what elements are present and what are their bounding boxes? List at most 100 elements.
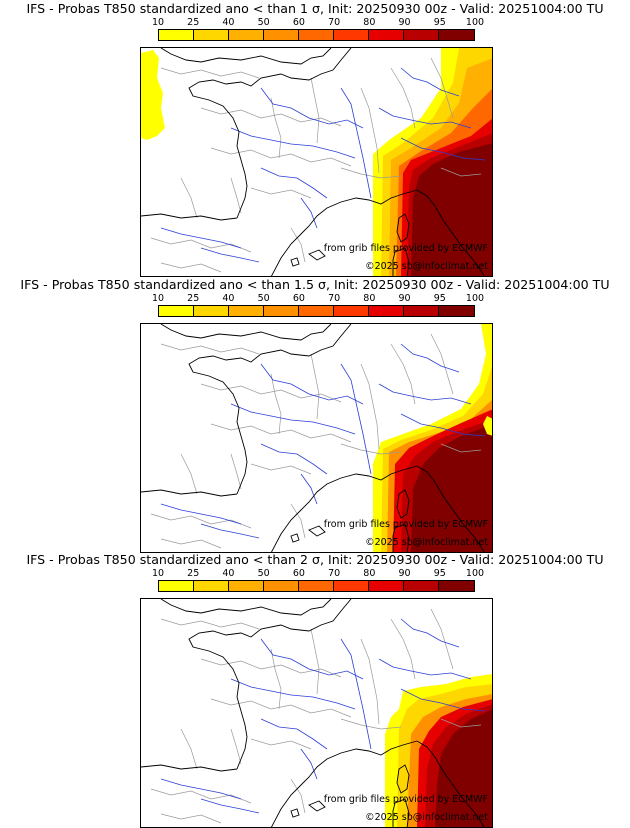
admin-border [160, 538, 222, 549]
copyright-credit: ©2025 sb@infoclimat.net [365, 812, 488, 823]
admin-border [160, 618, 260, 630]
river [230, 127, 356, 159]
probability-zone [435, 709, 492, 827]
colorbar-swatch [264, 30, 299, 40]
colorbar-swatch [264, 306, 299, 316]
admin-border [230, 177, 242, 214]
coastline [188, 324, 352, 495]
admin-border [200, 658, 342, 678]
admin-border [430, 333, 454, 395]
coastline [271, 740, 418, 827]
admin-border [160, 67, 260, 79]
probability-zones [373, 324, 492, 552]
coastline [308, 249, 326, 261]
admin-border [180, 728, 198, 770]
admin-borders [150, 608, 482, 824]
coastline [392, 247, 410, 276]
admin-border [310, 77, 320, 144]
rivers [160, 618, 486, 814]
colorbar [158, 29, 475, 41]
probability-map: from grib files provided by ECMWF ©2025 … [140, 47, 493, 277]
colorbar-swatch [229, 581, 264, 591]
coastline [396, 764, 410, 794]
colorbar-swatch [334, 581, 369, 591]
colorbar-tick-label: 10 [151, 17, 165, 28]
colorbar-swatch [369, 306, 404, 316]
source-credit: from grib files provided by ECMWF [323, 519, 488, 530]
coastline [290, 808, 300, 818]
river [160, 503, 242, 525]
admin-border [160, 343, 260, 355]
river [200, 798, 260, 814]
rivers [160, 343, 486, 539]
river [300, 748, 318, 780]
colorbar-tick-label: 50 [257, 568, 270, 579]
river [340, 638, 372, 750]
admin-border [290, 227, 306, 263]
admin-border [160, 813, 222, 824]
probability-zone [411, 424, 492, 552]
colorbar-swatch [439, 306, 474, 316]
admin-border [150, 788, 252, 804]
admin-border [210, 423, 352, 443]
coastline [392, 523, 410, 552]
panel-title: IFS - Probas T850 standardized ano < tha… [26, 1, 604, 16]
river [260, 363, 364, 405]
colorbar-swatch [194, 581, 229, 591]
colorbar-swatch [369, 581, 404, 591]
colorbar-swatch [299, 30, 334, 40]
probability-map: from grib files provided by ECMWF ©2025 … [140, 598, 493, 828]
coastline [160, 324, 332, 341]
map-canvas [141, 599, 492, 827]
admin-border [210, 698, 352, 718]
coastline [392, 798, 410, 827]
admin-border [340, 718, 402, 730]
coastline [141, 213, 238, 221]
panel-title: IFS - Probas T850 standardized ano < tha… [20, 277, 610, 292]
coastline [416, 465, 485, 552]
colorbar-tick-label: 100 [465, 293, 485, 304]
coastline [271, 465, 418, 552]
colorbar-tick-label: 60 [292, 568, 305, 579]
colorbar-swatch [229, 306, 264, 316]
coastline [160, 599, 332, 616]
coastlines [141, 324, 485, 552]
colorbar-tick-label: 10 [151, 293, 165, 304]
admin-border [390, 67, 416, 129]
river [400, 413, 486, 437]
colorbar-swatch [404, 306, 439, 316]
colorbar-tick-label: 50 [257, 293, 270, 304]
colorbar-swatch [159, 306, 194, 316]
colorbar-swatch [404, 30, 439, 40]
admin-border [230, 728, 242, 765]
coastline [416, 740, 485, 827]
probability-zone [141, 50, 165, 140]
coastlines [141, 48, 485, 276]
colorbar-swatch [439, 581, 474, 591]
coastlines [141, 599, 485, 827]
colorbar-tick-label: 70 [328, 17, 341, 28]
colorbar-tick-label: 90 [398, 293, 411, 304]
copyright-credit: ©2025 sb@infoclimat.net [365, 537, 488, 548]
admin-border [270, 373, 282, 435]
admin-border [290, 503, 306, 539]
admin-border [270, 648, 282, 710]
river [400, 618, 460, 648]
colorbar-swatch [439, 30, 474, 40]
river [400, 343, 460, 373]
admin-border [310, 353, 320, 420]
colorbar-tick-label: 95 [433, 17, 446, 28]
colorbar-tick-label: 25 [187, 568, 200, 579]
river [160, 778, 242, 800]
colorbar-swatch [159, 30, 194, 40]
river [340, 363, 372, 475]
colorbar-tick-labels: 10 25 40 50 60 70 80 90 95 100 [152, 17, 484, 29]
river [400, 67, 460, 97]
colorbar-tick-label: 70 [328, 293, 341, 304]
admin-border [150, 237, 252, 253]
admin-border [160, 262, 222, 273]
admin-border [440, 443, 482, 453]
river [260, 718, 328, 750]
admin-border [430, 57, 454, 119]
colorbar-swatch [334, 30, 369, 40]
